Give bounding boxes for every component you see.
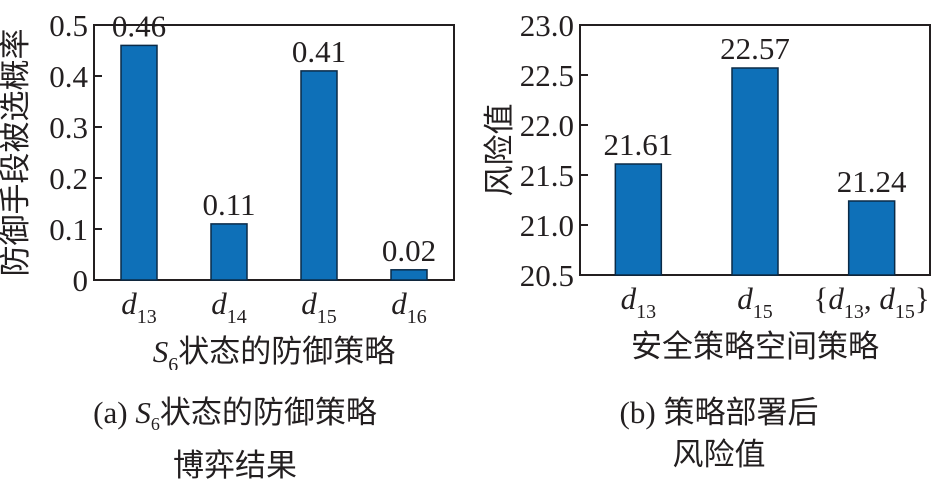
xtick-label-b-2: {d13​, d15​} (814, 281, 930, 323)
caption-a-line1: (a) S6状态的防御策略 (0, 392, 470, 445)
bar-b-2 (847, 200, 896, 276)
caption-b-line2: 风险值 (672, 437, 766, 472)
caption-b-prefix: (b) (619, 395, 664, 430)
xlabel-a: S6​状态的防御策略 (153, 334, 396, 370)
ytick-label-a-3: 0.3 (49, 110, 88, 145)
bar-a-1 (210, 223, 248, 281)
ytick-label-b-1: 21.0 (520, 208, 574, 243)
xlabel-b: 安全策略空间策略 (631, 329, 879, 364)
caption-b-line1: (b) 策略部署后 (504, 392, 934, 434)
xtick-label-b-1: d15​ (737, 281, 773, 323)
bar-a-2 (300, 70, 338, 281)
caption-b: (b) 策略部署后 风险值 (504, 392, 934, 476)
value-label-a-0: 0.46 (112, 8, 166, 43)
plot-frame-a (93, 24, 455, 281)
ytick-label-b-2: 21.5 (520, 158, 574, 193)
ytick-label-a-2: 0.2 (49, 161, 88, 196)
ytick-label-a-0: 0 (73, 263, 89, 298)
value-label-a-3: 0.02 (382, 233, 436, 268)
ytick-label-a-5: 0.5 (49, 8, 88, 43)
caption-a: (a) S6状态的防御策略 博弈结果 (0, 392, 470, 487)
xtick-label-a-3: d16​ (391, 286, 427, 328)
bar-b-1 (731, 67, 779, 276)
xtick-label-a-1: d14​ (211, 286, 247, 328)
ytick-label-b-3: 22.0 (520, 108, 574, 143)
ylabel-b: 风险值 (482, 104, 517, 197)
value-label-b-2: 21.24 (837, 164, 907, 199)
value-label-b-0: 21.61 (603, 127, 673, 162)
value-label-a-2: 0.41 (292, 34, 346, 69)
caption-a-rest: 状态的防御策略 (159, 395, 377, 430)
value-label-a-1: 0.11 (202, 187, 255, 222)
ylabel-a: 防御手段被选概率 (0, 29, 33, 277)
bar-a-3 (390, 269, 428, 281)
bar-b-0 (614, 163, 663, 276)
xtick-label-b-0: d13​ (621, 281, 657, 323)
ytick-label-b-0: 20.5 (520, 258, 574, 293)
chart-b: 20.5 21.0 21.5 22.0 22.5 23.0 21.61 d13​ 22.57 d1… (482, 8, 931, 364)
value-label-b-1: 22.57 (720, 31, 790, 66)
ytick-label-a-1: 0.1 (49, 212, 88, 247)
ytick-label-a-4: 0.4 (49, 59, 88, 94)
xtick-label-a-2: d15​ (301, 286, 337, 328)
caption-a-line2: 博弈结果 (173, 448, 297, 484)
ytick-label-b-4: 22.5 (520, 58, 574, 93)
chart-a: 0 0.1 0.2 0.3 0.4 0.5 0.46 d13​ 0.11 d14​ 0.41 d15​… (0, 8, 455, 370)
ytick-label-b-5: 23.0 (520, 8, 574, 43)
bar-a-0 (120, 44, 158, 281)
xtick-label-a-0: d13​ (121, 286, 157, 328)
caption-b-rest: 策略部署后 (663, 395, 819, 430)
caption-a-prefix: (a) (93, 395, 136, 430)
caption-a-state: S (135, 395, 151, 430)
caption-a-state-sub: 6 (150, 414, 160, 435)
